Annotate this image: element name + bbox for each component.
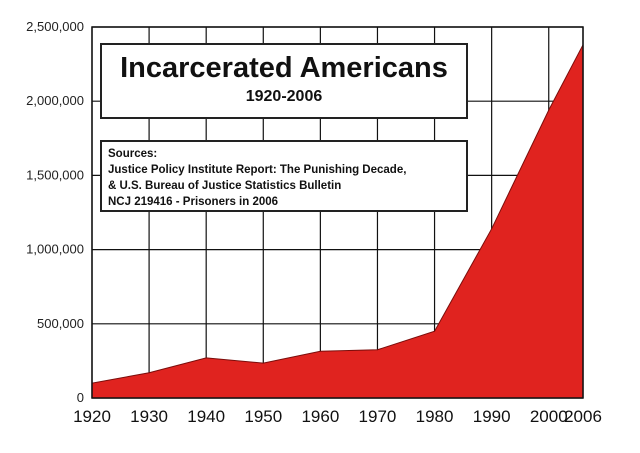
sources-heading: Sources: [108, 148, 158, 160]
y-tick-label: 2,000,000 [26, 93, 84, 108]
data-point [376, 349, 378, 351]
title-box: Incarcerated Americans 1920-2006 [100, 43, 468, 119]
data-point [148, 372, 150, 374]
y-tick-label: 500,000 [37, 316, 84, 331]
x-tick-label: 2006 [564, 407, 602, 426]
chart-title: Incarcerated Americans [120, 52, 448, 84]
source-line-1: Justice Policy Institute Report: The Pun… [108, 164, 407, 176]
y-tick-label: 1,000,000 [26, 242, 84, 257]
y-tick-label: 2,500,000 [26, 19, 84, 34]
x-tick-label: 1980 [416, 407, 454, 426]
data-point [548, 109, 550, 111]
data-point [262, 362, 264, 364]
data-point [434, 330, 436, 332]
x-tick-label: 1950 [244, 407, 282, 426]
source-line-3: NCJ 219416 - Prisoners in 2006 [108, 196, 279, 208]
chart-subtitle: 1920-2006 [245, 88, 323, 105]
source-line-2: & U.S. Bureau of Justice Statistics Bull… [108, 180, 342, 192]
sources-box: Sources: Justice Policy Institute Report… [100, 140, 468, 212]
x-tick-label: 1940 [187, 407, 225, 426]
y-tick-label: 1,500,000 [26, 167, 84, 182]
y-tick-label: 0 [77, 390, 84, 405]
plot-border [91, 26, 584, 399]
x-tick-label: 1990 [473, 407, 511, 426]
data-point [319, 350, 321, 352]
x-tick-label: 1930 [130, 407, 168, 426]
data-point [205, 357, 207, 359]
y-axis-ticks: 0 500,000 1,000,000 1,500,000 2,000,000 2,500… [26, 19, 84, 405]
data-point [491, 228, 493, 230]
x-tick-label: 2000 [530, 407, 568, 426]
x-tick-label: 1970 [359, 407, 397, 426]
x-tick-label: 1960 [301, 407, 339, 426]
plot-frame [91, 26, 584, 399]
x-tick-label: 1920 [73, 407, 111, 426]
